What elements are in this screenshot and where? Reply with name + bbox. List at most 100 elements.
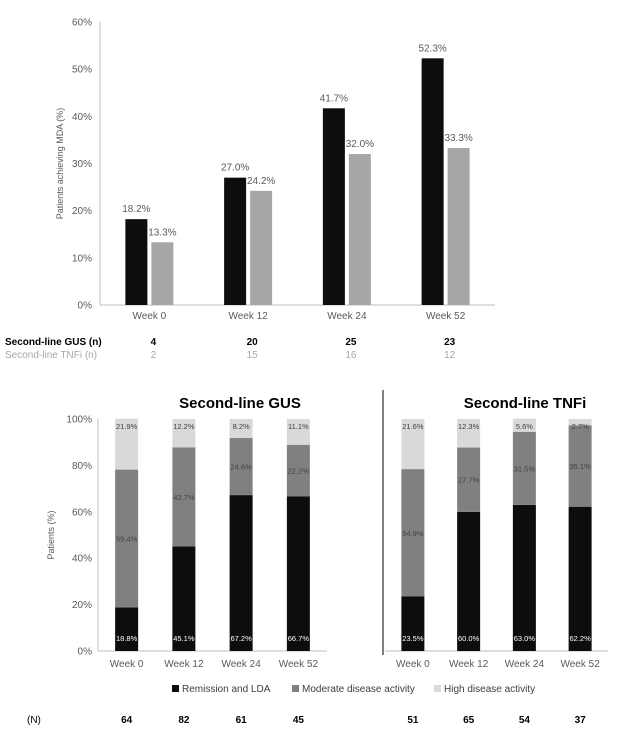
segment-label: 42.7% [173, 493, 195, 502]
bar-value-label: 27.0% [221, 163, 249, 174]
y-tick-label: 20% [72, 206, 92, 217]
y-tick-label: 30% [72, 159, 92, 170]
bar-tnfi [348, 154, 371, 305]
stack-segment [401, 469, 425, 597]
n-value: 61 [236, 715, 248, 726]
segment-label: 11.1% [288, 422, 309, 431]
tnfi-stacked-chart: Second-line TNFi Week 0 23.5% 54.9% 21.6% 51 W… [385, 395, 608, 726]
stack-segment [401, 419, 425, 470]
bar-value-label: 32.0% [346, 139, 374, 150]
segment-label: 5.6% [516, 422, 533, 431]
n-value: 15 [247, 350, 259, 361]
bar-gus [421, 58, 444, 306]
segment-label: 66.7% [288, 634, 310, 643]
segment-label: 2.7% [572, 422, 589, 431]
bar-value-label: 52.3% [418, 43, 446, 54]
y-tick-label: 40% [72, 554, 92, 565]
stack-segment [568, 506, 592, 651]
n-value: 20 [247, 337, 259, 348]
stack-segment [286, 419, 310, 445]
bar-gus [224, 177, 247, 305]
stack-segment [512, 431, 536, 505]
n-value: 25 [345, 337, 357, 348]
segment-label: 63.0% [514, 634, 536, 643]
n-row-label: (N) [27, 715, 41, 726]
x-tick-label: Week 12 [228, 311, 268, 322]
x-tick-label: Week 12 [164, 659, 204, 670]
n-value: 12 [444, 350, 456, 361]
bar-gus [322, 108, 345, 305]
x-tick-label: Week 0 [110, 659, 144, 670]
n-value: 2 [151, 350, 157, 361]
segment-label: 59.4% [116, 534, 138, 543]
stack-segment [229, 438, 253, 496]
stack-segment [457, 511, 481, 651]
x-tick-label: Week 52 [279, 659, 319, 670]
bar-tnfi [151, 242, 174, 305]
stack-segment [172, 447, 196, 547]
y-tick-label: 10% [72, 253, 92, 264]
chart-title: Second-line GUS [179, 395, 301, 412]
segment-label: 27.7% [458, 476, 480, 485]
stack-segment [401, 596, 425, 651]
legend-swatch [292, 685, 299, 692]
stack-segment [457, 419, 481, 448]
n-row-series-label: Second-line GUS (n) [5, 337, 102, 348]
n-row: (N) [27, 715, 41, 726]
stack-segment [229, 419, 253, 439]
stack-segment [172, 546, 196, 651]
stack-segment [115, 469, 139, 608]
segment-label: 21.9% [116, 422, 138, 431]
segment-label: 22.2% [288, 467, 310, 476]
bar-value-label: 33.3% [444, 133, 472, 144]
n-value: 4 [151, 337, 157, 348]
legend-swatch [434, 685, 441, 692]
y-tick-label: 20% [72, 600, 92, 611]
segment-label: 67.2% [230, 634, 252, 643]
chart-title: Second-line TNFi [464, 395, 587, 412]
bar-tnfi [250, 190, 273, 305]
bar-gus [125, 219, 148, 305]
stack-segment [286, 444, 310, 497]
segment-label: 54.9% [402, 529, 424, 538]
x-tick-label: Week 0 [133, 311, 167, 322]
y-tick-label: 0% [78, 301, 93, 312]
stack-segment [512, 418, 536, 432]
x-tick-label: Week 12 [449, 659, 489, 670]
legend-label: Remission and LDA [182, 684, 271, 695]
segment-label: 21.6% [402, 422, 424, 431]
y-tick-label: 60% [72, 18, 92, 29]
segment-label: 45.1% [173, 634, 195, 643]
legend: Remission and LDA Moderate disease activi… [172, 684, 535, 695]
n-value: 51 [407, 715, 419, 726]
y-tick-label: 0% [78, 647, 93, 658]
segment-label: 60.0% [458, 634, 480, 643]
stack-segment [457, 447, 481, 512]
stack-segment [286, 496, 310, 651]
mda-bar-chart: 0% 10% 20% 30% 40% 50% 60% Patients achieving M… [5, 18, 495, 361]
bar-value-label: 24.2% [247, 176, 275, 187]
bar-value-label: 18.2% [122, 204, 150, 215]
n-value: 54 [519, 715, 531, 726]
y-tick-label: 40% [72, 112, 92, 123]
y-tick-label: 100% [66, 415, 92, 426]
segment-label: 8.2% [233, 422, 250, 431]
stack-segment [115, 418, 139, 470]
segment-label: 12.3% [458, 422, 480, 431]
n-value: 64 [121, 715, 133, 726]
n-value: 16 [345, 350, 357, 361]
n-value: 65 [463, 715, 475, 726]
x-tick-label: Week 24 [327, 311, 367, 322]
segment-label: 62.2% [569, 634, 591, 643]
x-tick-label: Week 24 [505, 659, 545, 670]
x-tick-label: Week 0 [396, 659, 430, 670]
n-value: 82 [178, 715, 190, 726]
gus-stacked-chart: 0% 20% 40% 60% 80% 100% Patients (%) Second-lin… [46, 395, 327, 726]
n-row-series-label: Second-line TNFi (n) [5, 350, 97, 361]
segment-label: 35.1% [569, 462, 591, 471]
segment-label: 24.6% [230, 463, 252, 472]
legend-label: High disease activity [444, 684, 535, 695]
y-tick-label: 60% [72, 507, 92, 518]
n-value: 45 [293, 715, 305, 726]
stack-segment [115, 607, 139, 651]
